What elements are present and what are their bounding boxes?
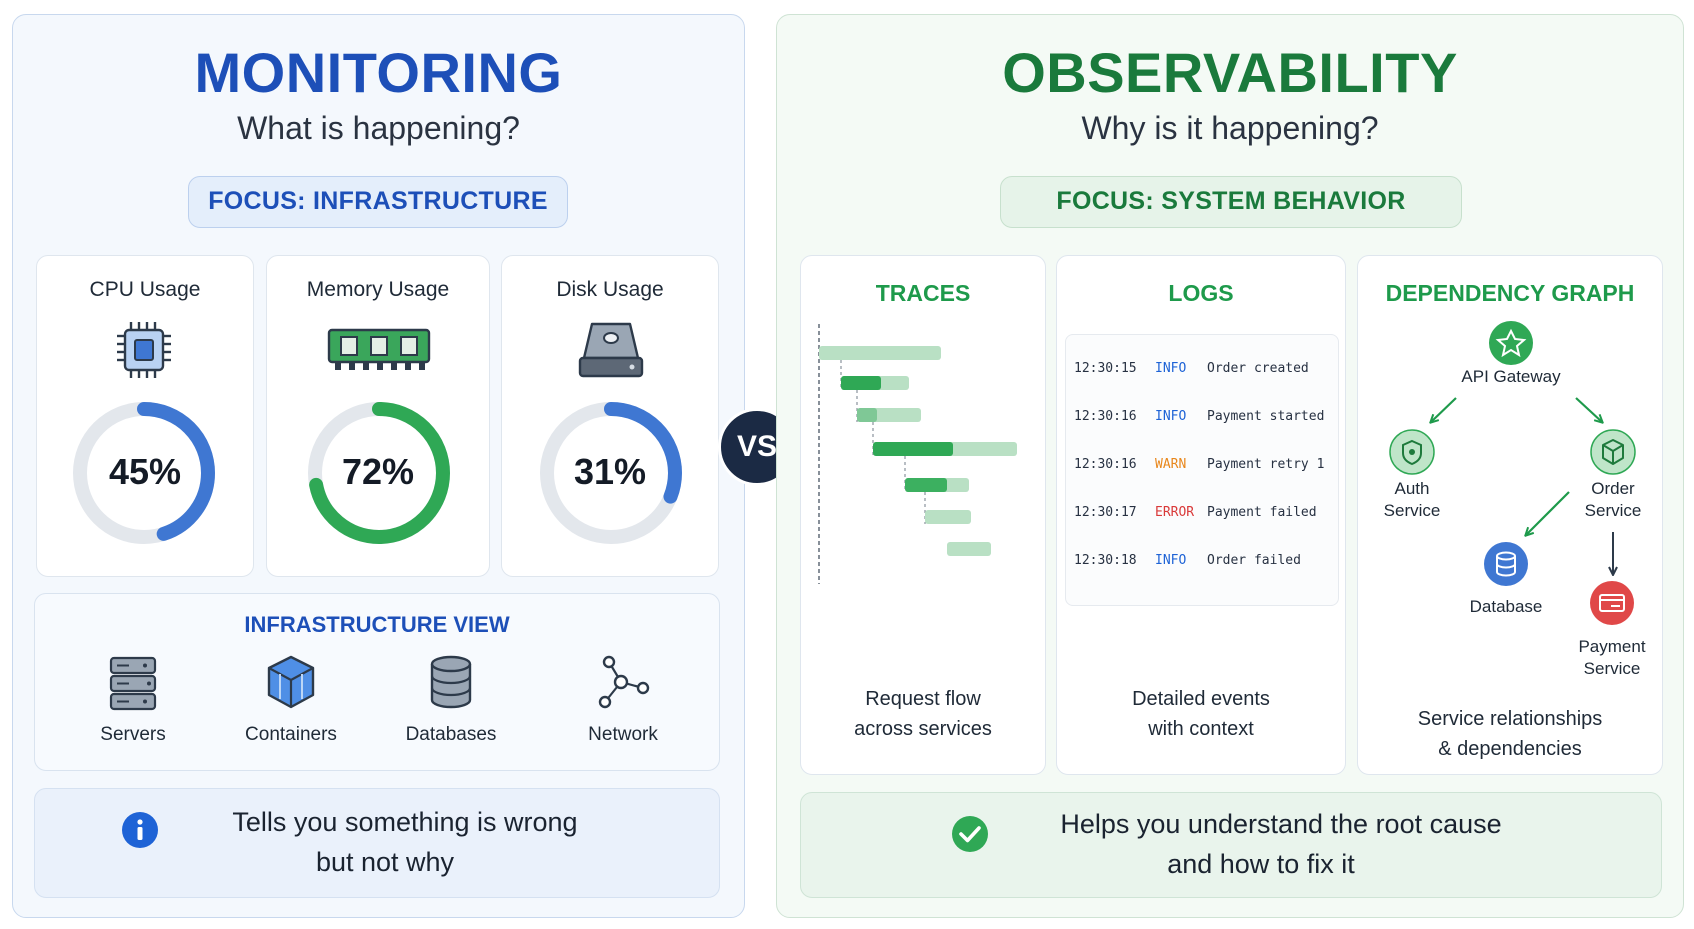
memory-usage-value: 72% bbox=[341, 451, 415, 492]
observability-note: Helps you understand the root cause and … bbox=[800, 792, 1662, 898]
cpu-usage-label: CPU Usage bbox=[89, 278, 201, 301]
disk-usage-label: Disk Usage bbox=[556, 278, 664, 301]
observability-note-line1: Helps you understand the root cause bbox=[1060, 809, 1502, 839]
order-service-label-line2: Service bbox=[1584, 501, 1642, 520]
dependency-caption-line1: Service relationships bbox=[1417, 708, 1603, 730]
observability-subtitle: Why is it happening? bbox=[1081, 110, 1379, 146]
info-icon bbox=[122, 812, 158, 848]
network-nodes-icon bbox=[598, 655, 650, 709]
dependency-graph-title: DEPENDENCY GRAPH bbox=[1385, 280, 1635, 306]
logs-title: LOGS bbox=[1168, 280, 1234, 306]
trace-waterfall bbox=[818, 324, 1017, 584]
disk-usage-gauge bbox=[540, 402, 682, 544]
databases-label: Databases bbox=[405, 724, 497, 745]
monitoring-note-line1: Tells you something is wrong bbox=[232, 807, 578, 837]
infrastructure-view-card: INFRASTRUCTURE VIEW Servers Containers D… bbox=[34, 593, 720, 771]
cpu-usage-value: 45% bbox=[108, 451, 182, 492]
check-circle-icon bbox=[952, 816, 988, 852]
observability-title: OBSERVABILITY bbox=[1002, 41, 1458, 104]
memory-usage-gauge bbox=[308, 402, 450, 544]
monitoring-note-line2: but not why bbox=[315, 847, 455, 877]
logs-caption-line1: Detailed events bbox=[1132, 688, 1270, 710]
monitoring-note: Tells you something is wrong but not why bbox=[34, 788, 720, 898]
cpu-usage-gauge bbox=[73, 402, 215, 544]
network-label: Network bbox=[588, 724, 658, 745]
monitoring-title: MONITORING bbox=[194, 41, 563, 104]
monitoring-focus-badge: FOCUS: INFRASTRUCTURE bbox=[188, 176, 568, 228]
database-label: Database bbox=[1469, 597, 1543, 616]
payment-service-label-line2: Service bbox=[1583, 659, 1641, 678]
database-icon bbox=[430, 655, 472, 709]
observability-focus-badge: FOCUS: SYSTEM BEHAVIOR bbox=[1000, 176, 1462, 228]
cpu-usage-card: CPU Usage 45% bbox=[36, 255, 254, 577]
hard-disk-icon bbox=[578, 322, 644, 378]
disk-usage-value: 31% bbox=[573, 451, 647, 492]
monitoring-subtitle: What is happening? bbox=[237, 110, 520, 146]
dependency-caption-line2: & dependencies bbox=[1438, 738, 1582, 760]
memory-usage-card: Memory Usage 72% bbox=[266, 255, 490, 577]
container-cube-icon bbox=[267, 655, 315, 709]
dependency-graph bbox=[1389, 321, 1636, 625]
traces-caption-line2: across services bbox=[854, 718, 992, 740]
observability-note-line2: and how to fix it bbox=[1167, 849, 1355, 879]
memory-ram-icon bbox=[327, 328, 431, 370]
api-gateway-label: API Gateway bbox=[1461, 367, 1561, 386]
auth-service-label-line2: Service bbox=[1383, 501, 1441, 520]
auth-service-label-line1: Auth bbox=[1394, 479, 1430, 498]
containers-label: Containers bbox=[245, 724, 337, 745]
logs-card: LOGS 12:30:15 INFO Order created 12:30:1… bbox=[1056, 255, 1346, 775]
server-rack-icon bbox=[109, 656, 157, 711]
infrastructure-view-title: INFRASTRUCTURE VIEW bbox=[244, 612, 510, 637]
cpu-chip-icon bbox=[117, 322, 171, 378]
log-viewer: 12:30:15 INFO Order created 12:30:16 INF… bbox=[1065, 334, 1339, 606]
traces-card: TRACES Request flow across services bbox=[800, 255, 1046, 775]
dependency-graph-card: DEPENDENCY GRAPH bbox=[1357, 255, 1663, 775]
payment-service-label-line1: Payment bbox=[1578, 637, 1646, 656]
logs-caption-line2: with context bbox=[1148, 718, 1254, 740]
traces-caption-line1: Request flow bbox=[865, 688, 981, 710]
traces-title: TRACES bbox=[875, 280, 971, 306]
servers-label: Servers bbox=[100, 724, 166, 745]
disk-usage-card: Disk Usage 31% bbox=[501, 255, 719, 577]
order-service-label-line1: Order bbox=[1591, 479, 1635, 498]
memory-usage-label: Memory Usage bbox=[306, 278, 450, 301]
